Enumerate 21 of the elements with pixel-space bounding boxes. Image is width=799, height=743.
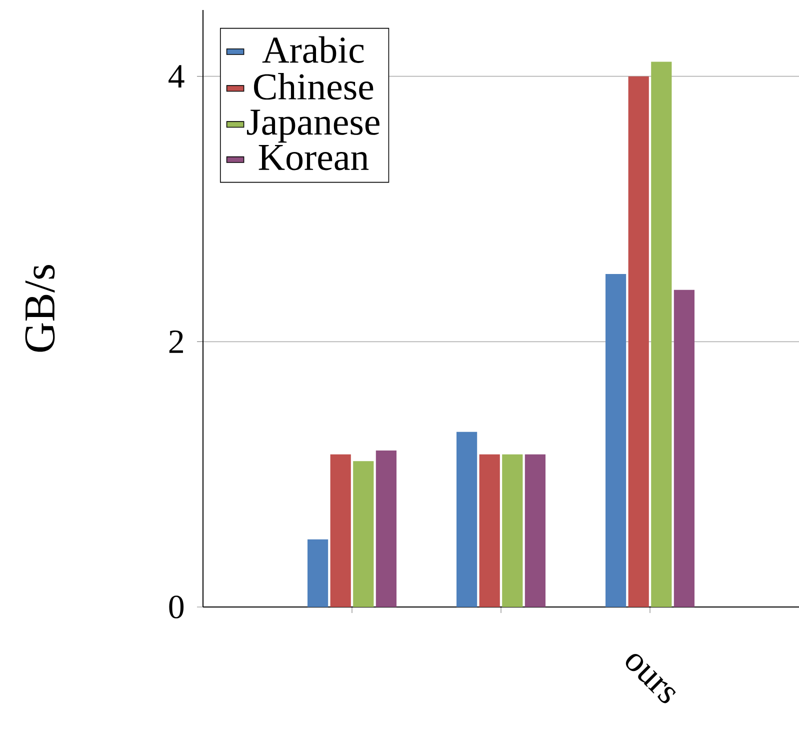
y-tick-label: 2 xyxy=(169,330,183,353)
bar xyxy=(651,62,672,607)
bar xyxy=(524,454,546,607)
bar xyxy=(330,454,351,607)
y-axis-title: GB/s xyxy=(25,265,55,352)
bar xyxy=(628,76,649,607)
bar xyxy=(674,290,694,607)
bar xyxy=(353,461,374,607)
y-tick-label: 4 xyxy=(168,65,184,88)
legend-label: Japanese xyxy=(246,110,380,143)
bar xyxy=(456,432,478,607)
y-tick-label: 0 xyxy=(169,596,184,618)
bar xyxy=(606,274,626,607)
x-tick-label: ours xyxy=(626,654,676,704)
legend-label: Arabic xyxy=(262,36,364,63)
bar xyxy=(479,454,500,607)
bar xyxy=(502,454,523,607)
bar xyxy=(307,539,328,607)
legend-label: Chinese xyxy=(254,73,374,100)
legend-label: Korean xyxy=(258,145,369,170)
bar xyxy=(376,450,396,607)
